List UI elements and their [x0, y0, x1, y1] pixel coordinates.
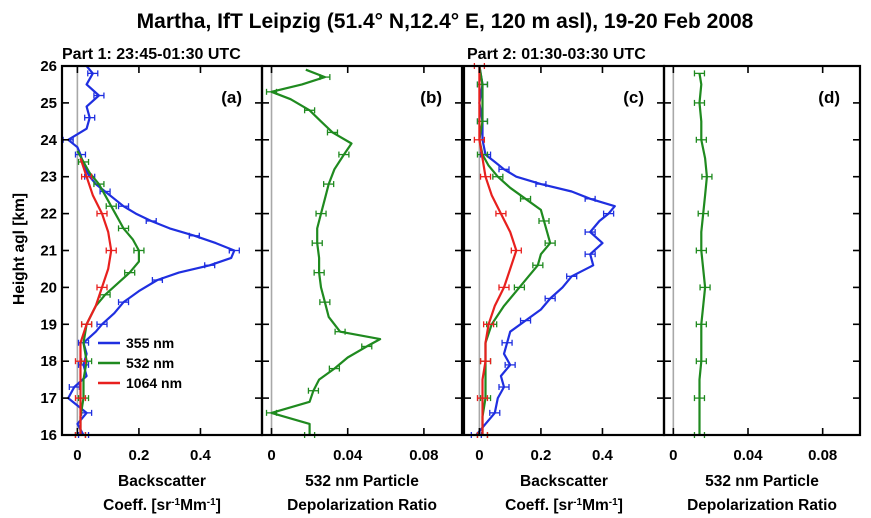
- x-axis-title-line-2: Coeff. [sr-1Mm-1]: [103, 497, 221, 515]
- panel-a: 16 17 18 19 20 21 22 23 24 25 26 0 0.2 0.4 (a) Backscat…: [40, 58, 264, 515]
- unit-exponent: -1: [207, 497, 216, 508]
- y-tick-label: 25: [40, 95, 57, 112]
- panel-label: (a): [221, 88, 242, 107]
- x-tick-label: 0: [475, 447, 483, 464]
- panel-frame: [662, 64, 862, 437]
- unit-exponent: -1: [609, 497, 618, 508]
- series-line-355-nm: [475, 65, 616, 436]
- x-tick-label: 0.4: [190, 447, 212, 464]
- y-tick-label: 16: [40, 427, 57, 444]
- unit-exponent: -1: [171, 497, 180, 508]
- panel-frame: [260, 64, 464, 437]
- x-axis-title-line-1: 532 nm Particle: [705, 473, 819, 490]
- unit-text: Mm: [180, 497, 207, 514]
- x-axis-title-line-1: 532 nm Particle: [305, 473, 419, 490]
- x-tick-label: 0.2: [530, 447, 551, 464]
- panel-label: (b): [420, 88, 442, 107]
- legend-label: 355 nm: [126, 335, 174, 351]
- x-tick-label: 0: [267, 447, 275, 464]
- part-2-subtitle: Part 2: 01:30-03:30 UTC: [467, 46, 646, 63]
- x-tick-label: 0: [669, 447, 677, 464]
- x-axis-title-line-1: Backscatter: [118, 473, 206, 490]
- figure-title: Martha, IfT Leipzig (51.4° N,12.4° E, 12…: [137, 10, 754, 33]
- y-axis-title: Height agl [km]: [11, 193, 28, 305]
- x-axis-title-line-1: Backscatter: [520, 473, 608, 490]
- panel-b: 0 0.04 0.08 (b) 532 nm Particle Depolarizatio…: [260, 64, 464, 514]
- legend-label: 1064 nm: [126, 375, 182, 391]
- unit-text: ]: [618, 497, 623, 514]
- panel-label: (d): [818, 88, 840, 107]
- y-tick-label: 23: [40, 169, 57, 186]
- unit-text: Mm: [582, 497, 609, 514]
- unit-text: Coeff. [sr: [103, 497, 171, 514]
- x-tick-label: 0: [73, 447, 81, 464]
- series-line-1064-nm: [478, 66, 518, 435]
- series-line-532-nm: [698, 73, 709, 435]
- y-tick-label: 24: [40, 132, 57, 149]
- unit-exponent: -1: [573, 497, 582, 508]
- x-axis-title-line-2: Depolarization Ratio: [287, 497, 437, 514]
- legend-label: 532 nm: [126, 355, 174, 371]
- part-1-subtitle: Part 1: 23:45-01:30 UTC: [62, 46, 241, 63]
- y-tick-label: 17: [40, 390, 57, 407]
- x-tick-label: 0.4: [592, 447, 614, 464]
- series-line-532-nm: [76, 150, 140, 435]
- x-axis-title-line-2: Coeff. [sr-1Mm-1]: [505, 497, 623, 515]
- y-tick-label: 26: [40, 58, 57, 75]
- panel-label: (c): [623, 88, 644, 107]
- series-line-532-nm: [270, 68, 382, 435]
- x-tick-label: 0.2: [128, 447, 149, 464]
- panel-frame: [462, 64, 666, 437]
- x-tick-label: 0.08: [808, 447, 837, 464]
- x-tick-label: 0.08: [409, 447, 438, 464]
- y-tick-label: 21: [40, 243, 57, 260]
- y-tick-label: 22: [40, 206, 57, 223]
- series-line-1064-nm: [79, 157, 113, 435]
- x-axis-title-line-2: Depolarization Ratio: [687, 497, 837, 514]
- unit-text: Coeff. [sr: [505, 497, 573, 514]
- x-tick-label: 0.04: [333, 447, 363, 464]
- x-tick-label: 0.04: [733, 447, 763, 464]
- y-tick-label: 18: [40, 353, 57, 370]
- unit-text: ]: [216, 497, 221, 514]
- panels: 16 17 18 19 20 21 22 23 24 25 26 0 0.2 0.4 (a) Backscat…: [40, 58, 862, 515]
- y-tick-label: 19: [40, 316, 57, 333]
- panel-d: 0 0.04 0.08 (d) 532 nm Particle Depolarizatio…: [662, 64, 862, 514]
- y-tick-label: 20: [40, 279, 57, 296]
